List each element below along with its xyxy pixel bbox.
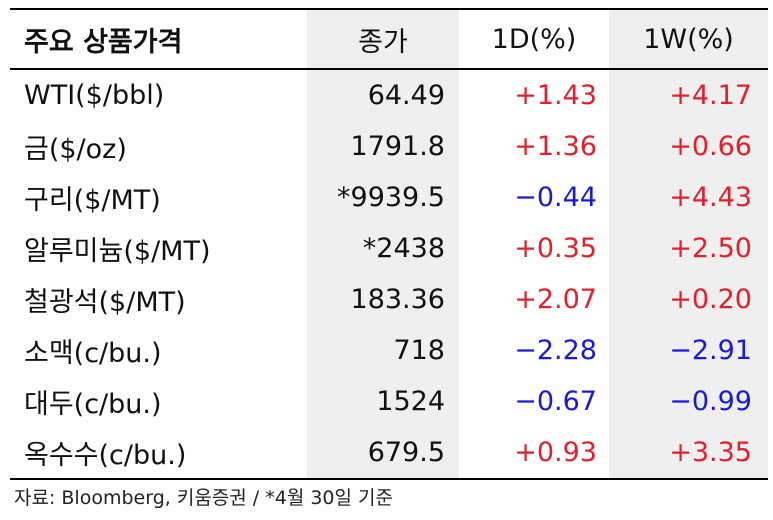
table-row: 옥수수(c/bu.) 679.5 +0.93 +3.35	[10, 427, 768, 478]
row-1w: +0.20	[609, 274, 768, 325]
table-header: 주요 상품가격 종가 1D(%) 1W(%)	[10, 8, 768, 70]
row-close: 679.5	[307, 427, 459, 478]
row-1w: −2.91	[609, 325, 768, 376]
source-note: 자료: Bloomberg, 키움증권 / *4월 30일 기준	[14, 487, 394, 509]
header-1w: 1W(%)	[609, 10, 768, 68]
table-row: 소맥(c/bu.) 718 −2.28 −2.91	[10, 325, 768, 376]
row-1d: +2.07	[514, 284, 597, 315]
row-1w: +2.50	[609, 223, 768, 274]
row-close: 1791.8	[307, 121, 459, 172]
row-close: 64.49	[307, 70, 459, 121]
header-name: 주요 상품가격	[24, 26, 183, 58]
table-row: WTI($/bbl) 64.49 +1.43 +4.17	[10, 70, 768, 121]
row-1w: −0.99	[609, 376, 768, 427]
row-1d: +0.35	[514, 233, 597, 264]
table-row: 대두(c/bu.) 1524 −0.67 −0.99	[10, 376, 768, 427]
row-name: WTI($/bbl)	[24, 80, 165, 111]
table-body: WTI($/bbl) 64.49 +1.43 +4.17 금($/oz) 1791.8 +1…	[10, 70, 768, 480]
header-1d: 1D(%)	[491, 23, 577, 55]
row-1d: −0.67	[514, 386, 597, 417]
row-1d: +1.43	[514, 80, 597, 111]
row-name: 구리($/MT)	[24, 185, 161, 216]
row-close: *9939.5	[307, 172, 459, 223]
row-name: 옥수수(c/bu.)	[24, 440, 187, 471]
row-1d: −2.28	[514, 335, 597, 366]
row-close: *2438	[307, 223, 459, 274]
row-name: 철광석($/MT)	[24, 287, 186, 318]
table-row: 철광석($/MT) 183.36 +2.07 +0.20	[10, 274, 768, 325]
row-name: 금($/oz)	[24, 134, 127, 165]
row-close: 718	[307, 325, 459, 376]
commodity-price-table: 주요 상품가격 종가 1D(%) 1W(%) WTI($/bbl) 64.49 +1…	[10, 8, 768, 480]
row-name: 대두(c/bu.)	[24, 389, 162, 420]
row-1w: +4.43	[609, 172, 768, 223]
row-1d: −0.44	[514, 182, 597, 213]
row-close: 183.36	[307, 274, 459, 325]
row-1w: +0.66	[609, 121, 768, 172]
row-1w: +4.17	[609, 70, 768, 121]
table-row: 금($/oz) 1791.8 +1.36 +0.66	[10, 121, 768, 172]
row-1d: +1.36	[514, 131, 597, 162]
row-close: 1524	[307, 376, 459, 427]
row-1d: +0.93	[514, 437, 597, 468]
row-name: 알루미늄($/MT)	[24, 236, 211, 267]
row-name: 소맥(c/bu.)	[24, 338, 162, 369]
table-row: 구리($/MT) *9939.5 −0.44 +4.43	[10, 172, 768, 223]
row-1w: +3.35	[609, 427, 768, 478]
table-row: 알루미늄($/MT) *2438 +0.35 +2.50	[10, 223, 768, 274]
header-close: 종가	[307, 10, 459, 68]
